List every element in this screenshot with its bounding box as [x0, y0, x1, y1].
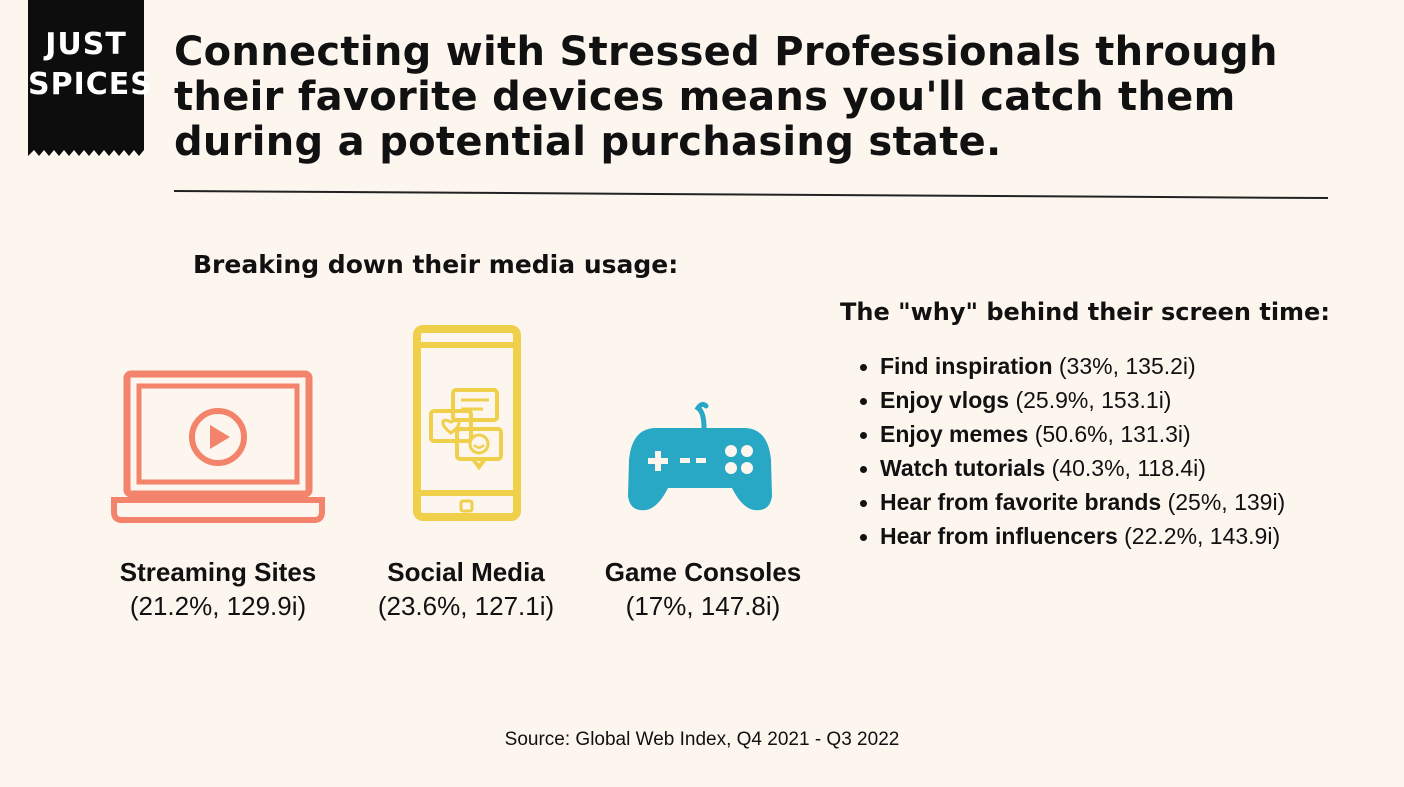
reason-stat: (22.2%, 143.9i)	[1124, 523, 1281, 549]
media-stat: (23.6%, 127.1i)	[377, 591, 555, 621]
reason-label: Watch tutorials	[880, 455, 1046, 481]
reason-stat: (25%, 139i)	[1167, 489, 1286, 515]
why-heading: The "why" behind their screen time:	[840, 298, 1330, 326]
list-item: Hear from influencers (22.2%, 143.9i)	[858, 519, 1285, 553]
media-item-social: Social Media (23.6%, 127.1i)	[336, 555, 596, 623]
reason-label: Find inspiration	[880, 353, 1053, 379]
source-citation: Source: Global Web Index, Q4 2021 - Q3 2…	[504, 729, 900, 750]
why-list: Find inspiration (33%, 135.2i) Enjoy vlo…	[858, 349, 1285, 553]
reason-label: Hear from favorite brands	[880, 489, 1162, 515]
reason-stat: (50.6%, 131.3i)	[1034, 421, 1191, 447]
smartphone-chat-icon	[413, 325, 521, 521]
page-headline: Connecting with Stressed Professionals t…	[174, 29, 1278, 165]
reason-stat: (25.9%, 153.1i)	[1015, 387, 1172, 413]
divider	[173, 190, 1328, 200]
media-name: Game Consoles	[604, 557, 802, 587]
list-item: Watch tutorials (40.3%, 118.4i)	[858, 451, 1285, 485]
reason-stat: (33%, 135.2i)	[1058, 353, 1196, 379]
list-item: Find inspiration (33%, 135.2i)	[858, 349, 1285, 383]
gamepad-icon	[628, 401, 772, 511]
media-heading: Breaking down their media usage:	[193, 250, 679, 279]
reason-label: Hear from influencers	[880, 523, 1118, 549]
laptop-play-icon	[111, 370, 325, 523]
list-item: Enjoy vlogs (25.9%, 153.1i)	[858, 383, 1285, 417]
media-stat: (17%, 147.8i)	[625, 591, 781, 621]
media-item-gaming: Game Consoles (17%, 147.8i)	[573, 555, 833, 623]
media-stat: (21.2%, 129.9i)	[129, 591, 307, 621]
media-name: Social Media	[387, 557, 545, 587]
logo-zigzag-edge	[28, 148, 144, 156]
media-name: Streaming Sites	[119, 557, 317, 587]
brand-logo: JUST SPICES	[28, 0, 153, 156]
reason-stat: (40.3%, 118.4i)	[1051, 455, 1206, 481]
reason-label: Enjoy memes	[880, 421, 1029, 447]
logo-line-1: JUST	[45, 27, 127, 62]
media-item-streaming: Streaming Sites (21.2%, 129.9i)	[88, 555, 348, 623]
list-item: Enjoy memes (50.6%, 131.3i)	[858, 417, 1285, 451]
list-item: Hear from favorite brands (25%, 139i)	[858, 485, 1285, 519]
reason-label: Enjoy vlogs	[880, 387, 1010, 413]
logo-line-2: SPICES	[28, 67, 153, 102]
